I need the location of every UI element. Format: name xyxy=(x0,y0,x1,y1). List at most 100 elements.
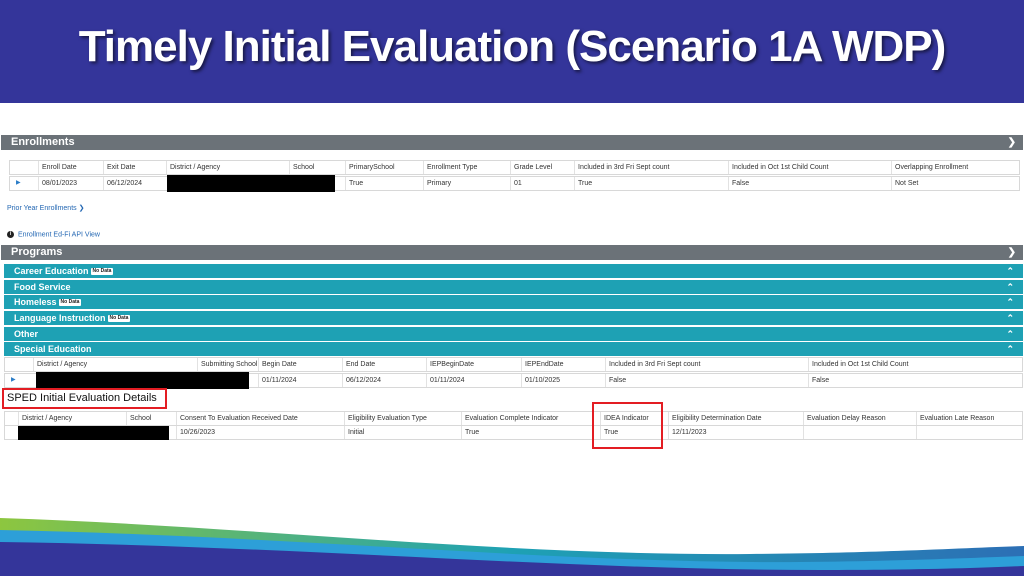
title-banner: Timely Initial Evaluation (Scenario 1A W… xyxy=(0,0,1024,103)
column-header[interactable]: Included in Oct 1st Child Count xyxy=(808,358,909,371)
program-label: Homeless xyxy=(14,297,57,307)
column-header[interactable]: Enroll Date xyxy=(38,161,77,174)
evaluation-complete-cell: True xyxy=(461,426,479,439)
column-header[interactable]: End Date xyxy=(342,358,375,371)
edfi-link-label: Enrollment Ed-Fi API View xyxy=(18,231,100,239)
redacted-district-school xyxy=(18,426,169,440)
column-header[interactable]: Included in 3rd Fri Sept count xyxy=(574,161,669,174)
table-header-row: District / Agency Submitting School Begi… xyxy=(4,357,1023,372)
column-header[interactable]: District / Agency xyxy=(33,358,87,371)
chevron-up-icon[interactable]: ⌃ xyxy=(1006,266,1014,276)
program-row-special-education[interactable]: Special Education ⌃ xyxy=(4,342,1023,356)
column-header[interactable]: Enrollment Type xyxy=(423,161,477,174)
column-header[interactable]: Consent To Evaluation Received Date xyxy=(176,412,298,425)
column-header[interactable]: School xyxy=(289,161,314,174)
column-header[interactable]: Eligibility Determination Date xyxy=(668,412,761,425)
program-label: Special Education xyxy=(14,344,92,354)
grade-level-cell: 01 xyxy=(510,177,522,190)
column-header[interactable]: Overlapping Enrollment xyxy=(891,161,968,174)
iep-end-cell: 01/10/2025 xyxy=(521,374,560,387)
chevron-up-icon[interactable]: ⌃ xyxy=(1006,329,1014,339)
prior-year-label: Prior Year Enrollments xyxy=(7,205,77,212)
program-row-career-education[interactable]: Career Education No Data ⌃ xyxy=(4,264,1023,278)
idea-indicator-cell: True xyxy=(600,426,618,439)
chevron-down-icon[interactable]: ❯ xyxy=(1007,247,1016,258)
iep-begin-cell: 01/11/2024 xyxy=(426,374,465,387)
program-label: Other xyxy=(14,329,39,339)
column-header[interactable]: Grade Level xyxy=(510,161,552,174)
evaluation-type-cell: Initial xyxy=(344,426,364,439)
column-header[interactable]: Submitting School xyxy=(197,358,257,371)
overlapping-cell: Not Set xyxy=(891,177,918,190)
column-header[interactable]: District / Agency xyxy=(18,412,72,425)
column-header[interactable]: Exit Date xyxy=(103,161,135,174)
enroll-date-cell: 08/01/2023 xyxy=(38,177,77,190)
column-header[interactable]: Included in 3rd Fri Sept count xyxy=(605,358,700,371)
program-label: Language Instruction xyxy=(14,313,106,323)
column-header[interactable]: District / Agency xyxy=(166,161,220,174)
column-header[interactable]: Evaluation Complete Indicator xyxy=(461,412,558,425)
begin-date-cell: 01/11/2024 xyxy=(258,374,297,387)
table-row[interactable]: ▶ 08/01/2023 06/12/2024 True Primary 01 … xyxy=(9,175,1020,192)
special-education-table: District / Agency Submitting School Begi… xyxy=(4,357,1023,389)
consent-date-cell: 10/26/2023 xyxy=(176,426,215,439)
program-row-other[interactable]: Other ⌃ xyxy=(4,327,1023,341)
column-header[interactable]: IEPEndDate xyxy=(521,358,564,371)
redacted-district-school xyxy=(36,372,249,389)
chevron-up-icon[interactable]: ⌃ xyxy=(1006,282,1014,292)
info-icon: i xyxy=(7,231,14,238)
enrollments-table: Enroll Date Exit Date District / Agency … xyxy=(9,160,1020,192)
program-row-language-instruction[interactable]: Language Instruction No Data ⌃ xyxy=(4,311,1023,325)
edfi-api-view-link[interactable]: i Enrollment Ed-Fi API View xyxy=(7,231,100,238)
table-header-row: District / Agency School Consent To Eval… xyxy=(4,411,1023,426)
no-data-badge: No Data xyxy=(107,315,131,323)
programs-header-label: Programs xyxy=(11,246,63,258)
program-row-homeless[interactable]: Homeless No Data ⌃ xyxy=(4,295,1023,309)
programs-section-header[interactable]: Programs ❯ xyxy=(1,245,1023,260)
slide-title: Timely Initial Evaluation (Scenario 1A W… xyxy=(78,22,947,71)
column-header[interactable]: Begin Date xyxy=(258,358,297,371)
no-data-badge: No Data xyxy=(58,299,82,307)
column-header[interactable]: School xyxy=(126,412,151,425)
column-header[interactable]: Evaluation Delay Reason xyxy=(803,412,886,425)
late-reason-cell xyxy=(916,426,920,439)
redacted-district-school xyxy=(167,175,335,192)
no-data-badge: No Data xyxy=(90,268,114,276)
chevron-up-icon[interactable]: ⌃ xyxy=(1006,313,1014,323)
table-row[interactable]: 10/26/2023 Initial True True 12/11/2023 xyxy=(4,425,1023,440)
decorative-wave xyxy=(0,518,1024,576)
end-date-cell: 06/12/2024 xyxy=(342,374,381,387)
program-label: Career Education xyxy=(14,266,89,276)
title-highlight-box xyxy=(2,388,167,409)
chevron-right-icon: ❯ xyxy=(78,205,85,212)
column-header[interactable]: PrimarySchool xyxy=(345,161,395,174)
determination-date-cell: 12/11/2023 xyxy=(668,426,707,439)
expand-row-icon[interactable]: ▶ xyxy=(16,180,21,186)
enrollment-type-cell: Primary xyxy=(423,177,451,190)
program-row-food-service[interactable]: Food Service ⌃ xyxy=(4,280,1023,294)
column-header[interactable]: Eligibility Evaluation Type xyxy=(344,412,427,425)
delay-reason-cell xyxy=(803,426,807,439)
table-row[interactable]: ▶ 01/11/2024 06/12/2024 01/11/2024 01/10… xyxy=(4,372,1023,389)
primary-school-cell: True xyxy=(345,177,363,190)
third-fri-cell: False xyxy=(605,374,626,387)
column-header[interactable]: IDEA Indicator xyxy=(600,412,649,425)
program-label: Food Service xyxy=(14,282,71,292)
third-fri-cell: True xyxy=(574,177,592,190)
oct-first-cell: False xyxy=(728,177,749,190)
initial-evaluation-title: SPED Initial Evaluation Details xyxy=(7,392,157,404)
column-header[interactable]: Included in Oct 1st Child Count xyxy=(728,161,829,174)
column-header[interactable]: Evaluation Late Reason xyxy=(916,412,994,425)
idea-indicator-highlight-box xyxy=(592,402,663,449)
enrollments-section-header[interactable]: Enrollments ❯ xyxy=(1,135,1023,150)
chevron-up-icon[interactable]: ⌃ xyxy=(1006,297,1014,307)
chevron-down-icon[interactable]: ❯ xyxy=(1007,137,1016,148)
initial-evaluation-table: District / Agency School Consent To Eval… xyxy=(4,411,1023,441)
chevron-up-icon[interactable]: ⌃ xyxy=(1006,344,1014,354)
exit-date-cell: 06/12/2024 xyxy=(103,177,142,190)
prior-year-enrollments-link[interactable]: Prior Year Enrollments ❯ xyxy=(7,204,84,212)
table-header-row: Enroll Date Exit Date District / Agency … xyxy=(9,160,1020,175)
expand-row-icon[interactable]: ▶ xyxy=(11,377,16,383)
column-header[interactable]: IEPBeginDate xyxy=(426,358,474,371)
